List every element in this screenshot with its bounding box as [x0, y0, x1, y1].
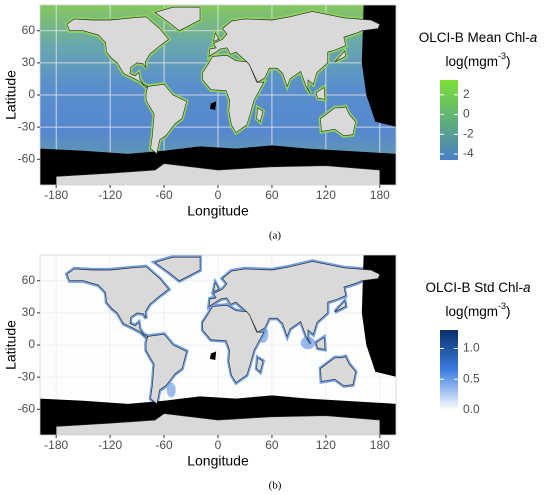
colorbar-tick-label: 1.0 — [463, 341, 480, 355]
y-axis-title: Latitude — [3, 320, 19, 370]
colorbar — [440, 80, 458, 160]
x-axis-title: Longitude — [187, 453, 249, 469]
colorbar-unit: log(mgm-3) — [445, 51, 510, 68]
x-tick-label: 180 — [370, 188, 390, 202]
y-tick-label: -60 — [18, 401, 36, 415]
colorbar — [440, 330, 458, 410]
unit-part: log(mgm — [445, 54, 498, 69]
unit-part: -3 — [498, 301, 506, 311]
y-axis-title: Latitude — [3, 70, 19, 120]
colorbar-tick-label: 0.5 — [463, 371, 480, 385]
map-panel: -180 -120 -60 0 60 120 180 -60 -30 0 30 60 Longitude… — [3, 254, 531, 492]
caption: (b) — [269, 480, 282, 492]
title-part: OLCI-B Mean Chl- — [419, 30, 530, 45]
x-tick-label: 0 — [215, 188, 222, 202]
colorbar-tick-label: -2 — [463, 126, 474, 140]
colorbar-title: OLCI-B Std Chl-a — [425, 280, 531, 295]
colorbar-tick-label: 0 — [463, 107, 470, 121]
colorbar-tick-label: 2 — [463, 87, 470, 101]
y-tick-label: -30 — [18, 369, 36, 383]
unit-part: ) — [506, 54, 511, 69]
unit-part: -3 — [498, 51, 506, 61]
y-tick-label: 30 — [22, 305, 36, 319]
y-tick-label: 30 — [22, 55, 36, 69]
colorbar-unit: log(mgm-3) — [445, 301, 510, 318]
x-tick-label: 180 — [370, 438, 390, 452]
x-tick-label: 60 — [265, 438, 279, 452]
colorbar-title: OLCI-B Mean Chl-a — [419, 30, 538, 45]
y-tick-label: 0 — [28, 87, 35, 101]
y-tick-label: 0 — [28, 337, 35, 351]
map-layer — [40, 5, 396, 185]
y-tick-label: -30 — [18, 119, 36, 133]
unit-part: log(mgm — [445, 304, 498, 319]
x-tick-label: -180 — [44, 188, 68, 202]
title-part: a — [523, 280, 531, 295]
x-tick-label: 0 — [215, 438, 222, 452]
x-tick-label: -60 — [155, 188, 173, 202]
y-tick-label: -60 — [18, 151, 36, 165]
x-tick-label: -180 — [44, 438, 68, 452]
x-tick-label: 60 — [265, 188, 279, 202]
map-panel: -180 -120 -60 0 60 120 180-60-3003060Longitude… — [3, 4, 538, 242]
x-tick-label: -120 — [98, 438, 122, 452]
y-tick-label: 60 — [22, 273, 36, 287]
colorbar-tick-label: 0.0 — [463, 402, 480, 416]
caption: (a) — [269, 230, 282, 242]
title-part: OLCI-B Std Chl- — [425, 280, 523, 295]
x-tick-label: 120 — [316, 438, 336, 452]
colorbar-tick-label: -4 — [463, 146, 474, 160]
y-tick-label: 60 — [22, 23, 36, 37]
title-part: a — [530, 30, 538, 45]
x-tick-label: -60 — [155, 438, 173, 452]
x-axis-title: Longitude — [187, 203, 249, 219]
unit-part: ) — [506, 304, 511, 319]
map-layer — [40, 255, 396, 435]
x-tick-label: 120 — [316, 188, 336, 202]
x-tick-label: -120 — [98, 188, 122, 202]
